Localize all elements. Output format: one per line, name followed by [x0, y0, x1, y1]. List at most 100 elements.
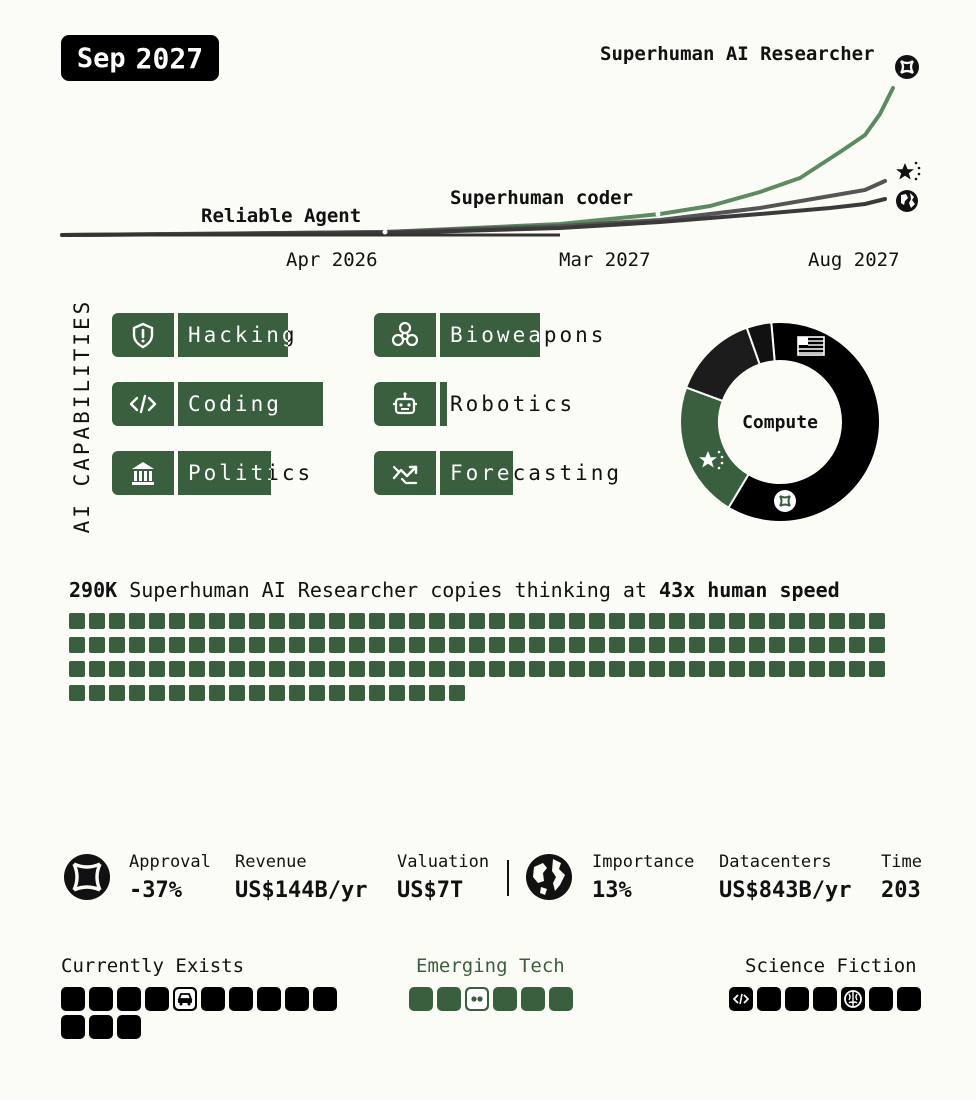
copy-square: [109, 685, 125, 701]
copy-square: [269, 637, 285, 653]
copy-square: [309, 661, 325, 677]
tech-tile[interactable]: [257, 987, 281, 1011]
copy-square: [389, 685, 405, 701]
tech-tile[interactable]: [521, 987, 545, 1011]
copy-square: [69, 613, 85, 629]
tech-tile[interactable]: [201, 987, 225, 1011]
date-year: 2027: [135, 41, 204, 75]
copy-square: [569, 637, 585, 653]
tech-tile[interactable]: [897, 987, 921, 1011]
tech-tile[interactable]: [145, 987, 169, 1011]
copy-square: [69, 661, 85, 677]
copy-square: [769, 637, 785, 653]
tech-tile[interactable]: [549, 987, 573, 1011]
tech-tile[interactable]: [117, 1015, 141, 1039]
tech-tile[interactable]: [409, 987, 433, 1011]
copy-square: [789, 637, 805, 653]
milestone-dot-coder: [655, 211, 661, 217]
tech-tile[interactable]: [89, 1015, 113, 1039]
compute-label: Compute: [742, 412, 818, 433]
tech-tile[interactable]: [813, 987, 837, 1011]
brain-icon[interactable]: [841, 987, 865, 1011]
copy-square: [449, 613, 465, 629]
tech-tile[interactable]: [757, 987, 781, 1011]
copy-square: [129, 637, 145, 653]
tech-tile[interactable]: [61, 987, 85, 1011]
copy-square: [229, 613, 245, 629]
copy-square: [269, 661, 285, 677]
copy-square: [169, 637, 185, 653]
tech-tile[interactable]: [117, 987, 141, 1011]
copy-square: [769, 613, 785, 629]
copy-square: [749, 637, 765, 653]
tech-tile[interactable]: [869, 987, 893, 1011]
copy-square: [489, 637, 505, 653]
tick-label-2: Mar 2027: [559, 249, 651, 271]
copy-square: [509, 661, 525, 677]
copy-square: [449, 661, 465, 677]
copy-square: [789, 661, 805, 677]
tech-tile[interactable]: [89, 987, 113, 1011]
capability-bar: [440, 313, 540, 357]
copy-square: [449, 637, 465, 653]
copy-square: [209, 637, 225, 653]
capability-bar: [178, 451, 271, 495]
copies-text: Superhuman AI Researcher copies thinking…: [129, 578, 647, 602]
code-icon[interactable]: [729, 987, 753, 1011]
copy-square: [229, 685, 245, 701]
capability-bar: [178, 382, 323, 426]
copy-square: [709, 637, 725, 653]
copy-square: [489, 613, 505, 629]
china-flag-icon: [896, 161, 921, 181]
copy-square: [609, 613, 625, 629]
copy-square: [189, 637, 205, 653]
valuation-value: US$7T: [397, 878, 464, 903]
copy-square: [309, 613, 325, 629]
capability-bar: [178, 313, 288, 357]
car-icon[interactable]: [173, 987, 197, 1011]
copy-square: [409, 613, 425, 629]
copy-square: [369, 637, 385, 653]
copy-square: [649, 661, 665, 677]
copy-square: [729, 613, 745, 629]
copy-square: [269, 685, 285, 701]
copy-square: [329, 637, 345, 653]
dots-icon[interactable]: [465, 987, 489, 1011]
copy-square: [109, 661, 125, 677]
copy-square: [409, 685, 425, 701]
copy-square: [309, 637, 325, 653]
copy-square: [749, 661, 765, 677]
capability-label: Hacking: [188, 313, 298, 357]
copy-square: [309, 685, 325, 701]
revenue-value: US$144B/yr: [235, 878, 368, 903]
tech-tile[interactable]: [285, 987, 309, 1011]
tick-label-1: Apr 2026: [286, 249, 378, 271]
copy-square: [89, 685, 105, 701]
tech-tile[interactable]: [61, 1015, 85, 1039]
openbrain-logo-icon: [64, 854, 110, 900]
copy-square: [369, 661, 385, 677]
copy-square: [529, 661, 545, 677]
copy-square: [409, 661, 425, 677]
copy-square: [689, 637, 705, 653]
copy-square: [789, 613, 805, 629]
copy-square: [289, 637, 305, 653]
copy-square: [629, 661, 645, 677]
copy-square: [689, 661, 705, 677]
copy-square: [429, 685, 445, 701]
openbrain-logo-icon: [895, 55, 919, 79]
robot-icon: [393, 392, 417, 415]
tech-tile[interactable]: [785, 987, 809, 1011]
copy-square: [829, 661, 845, 677]
tech-tile[interactable]: [437, 987, 461, 1011]
copy-square: [249, 685, 265, 701]
tech-tile[interactable]: [313, 987, 337, 1011]
copy-square: [329, 613, 345, 629]
tech-tile[interactable]: [229, 987, 253, 1011]
copy-square: [549, 661, 565, 677]
copy-square: [69, 685, 85, 701]
tech-tile[interactable]: [493, 987, 517, 1011]
tick-label-3: Aug 2027: [808, 249, 900, 271]
copy-square: [189, 685, 205, 701]
time-value: 203: [881, 878, 921, 903]
